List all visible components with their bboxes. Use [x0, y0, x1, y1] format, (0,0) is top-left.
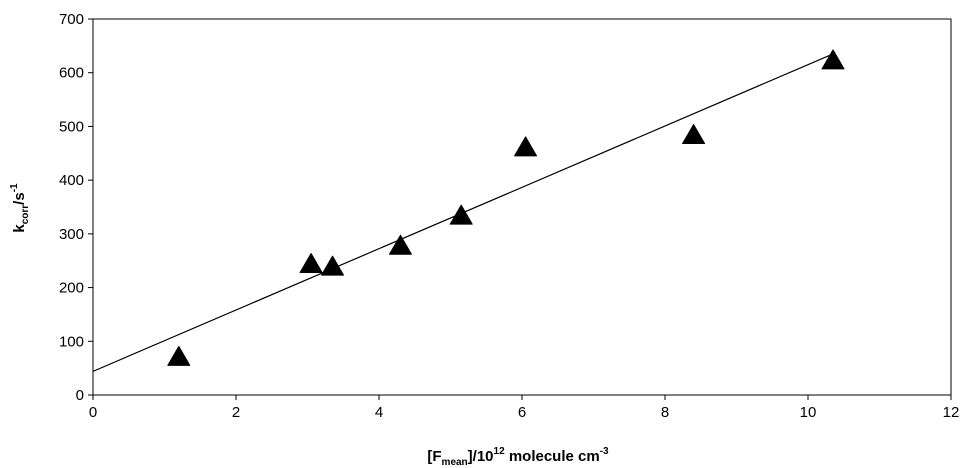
data-point: [168, 346, 190, 365]
data-point: [822, 50, 844, 69]
ticks: 0 2 4 6 8 10 12 0 100 200 300 400 500 600 700: [59, 11, 959, 421]
plot-frame: [93, 19, 951, 395]
data-point: [515, 137, 537, 156]
data-points: [168, 50, 844, 366]
data-point: [389, 235, 411, 254]
data-point: [683, 125, 705, 144]
x-tick-label: 2: [232, 404, 240, 421]
y-tick-label: 600: [59, 65, 84, 82]
x-tick-label: 10: [800, 404, 817, 421]
x-tick-label: 0: [89, 404, 97, 421]
y-tick-label: 200: [59, 280, 84, 297]
y-tick-label: 300: [59, 226, 84, 243]
y-tick-label: 100: [59, 333, 84, 350]
y-tick-label: 500: [59, 118, 84, 135]
y-tick-label: 700: [59, 11, 84, 28]
data-point: [450, 205, 472, 224]
y-tick-label: 0: [76, 387, 84, 404]
y-axis-label: kcorr/s-1: [9, 183, 31, 233]
axes: [93, 19, 951, 395]
y-tick-label: 400: [59, 172, 84, 189]
x-axis-label: [Fmean]/1012 molecule cm-3: [427, 446, 609, 468]
x-tick-label: 8: [661, 404, 669, 421]
x-tick-label: 4: [375, 404, 383, 421]
data-point: [300, 253, 322, 272]
x-tick-label: 6: [518, 404, 526, 421]
x-tick-label: 12: [943, 404, 960, 421]
